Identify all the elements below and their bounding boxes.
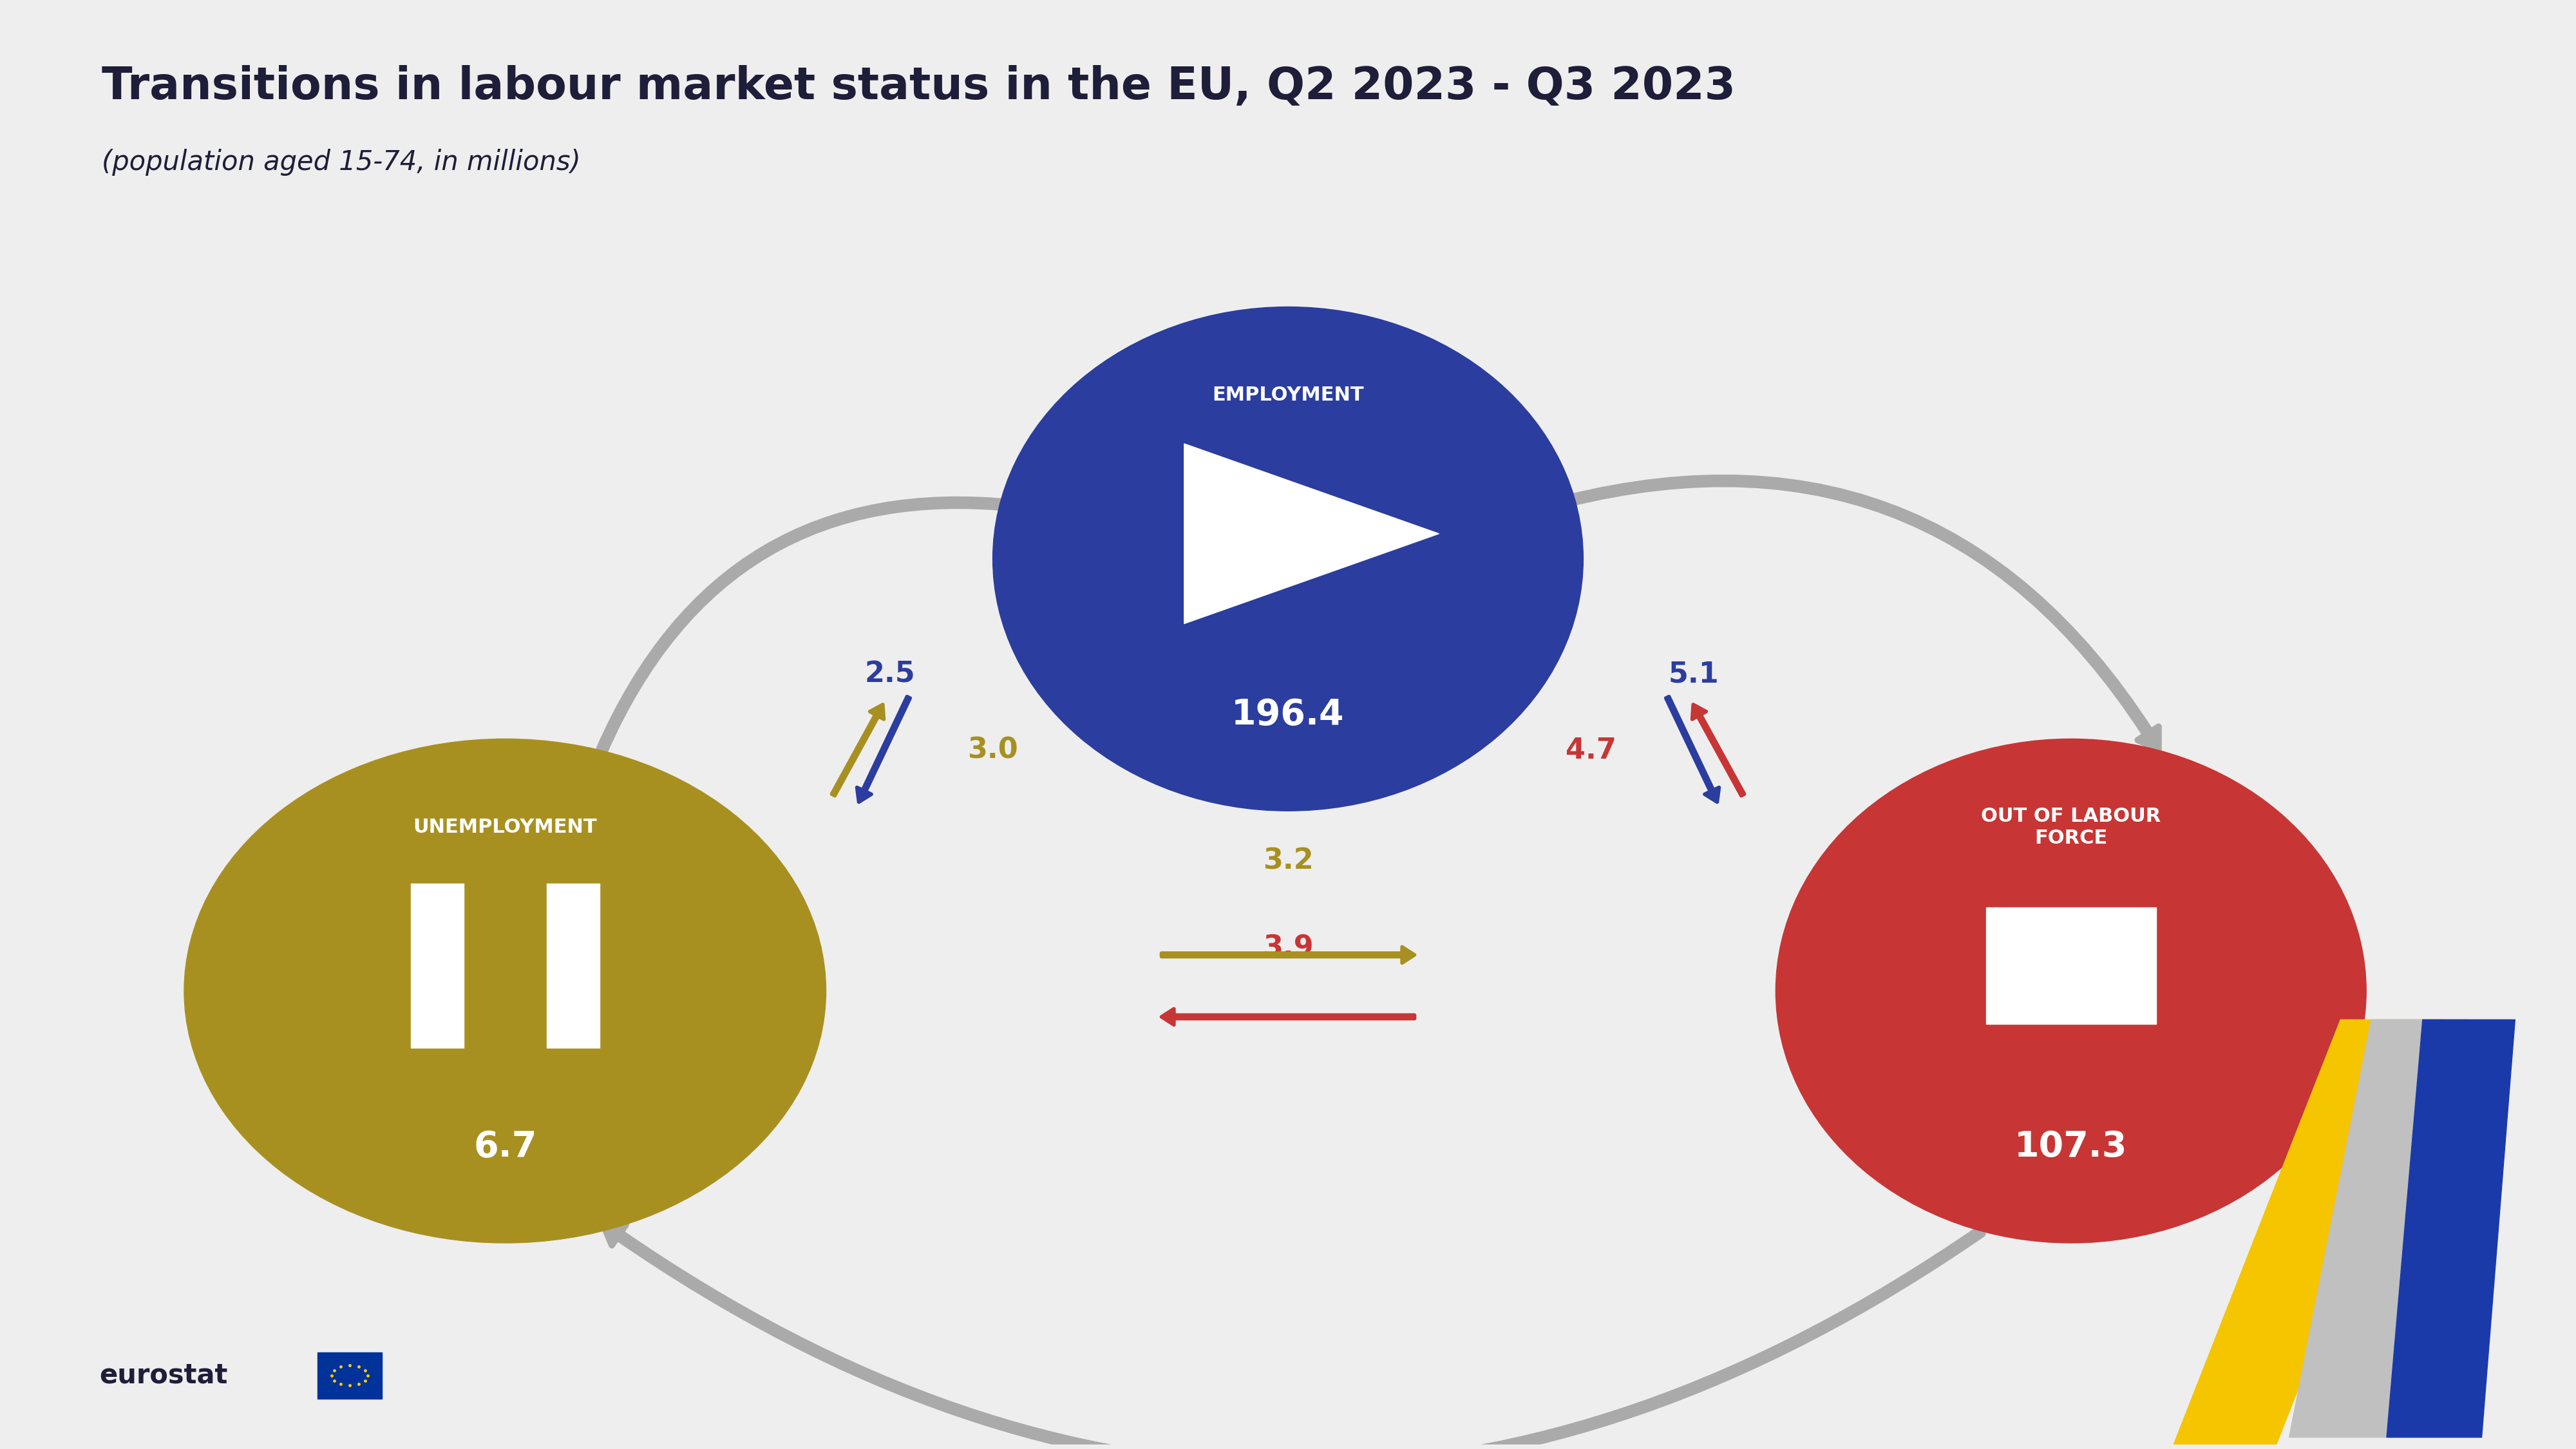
Text: Transitions in labour market status in the EU, Q2 2023 - Q3 2023: Transitions in labour market status in t… — [103, 65, 1736, 109]
Polygon shape — [2388, 1020, 2514, 1437]
Polygon shape — [1185, 443, 1440, 623]
FancyArrowPatch shape — [600, 493, 1036, 751]
FancyArrowPatch shape — [832, 704, 884, 796]
FancyArrowPatch shape — [1162, 1009, 1414, 1024]
FancyArrowPatch shape — [1667, 697, 1718, 803]
Bar — [410, 884, 464, 1048]
Text: UNEMPLOYMENT: UNEMPLOYMENT — [412, 817, 598, 836]
Text: (population aged 15-74, in millions): (population aged 15-74, in millions) — [103, 148, 582, 175]
Bar — [1986, 907, 2156, 1024]
Ellipse shape — [1775, 739, 2367, 1243]
Ellipse shape — [183, 739, 827, 1243]
Text: OUT OF LABOUR
FORCE: OUT OF LABOUR FORCE — [1981, 807, 2161, 848]
Polygon shape — [2174, 1020, 2442, 1445]
FancyArrowPatch shape — [1692, 704, 1744, 796]
Polygon shape — [2290, 1020, 2468, 1437]
Text: 3.9: 3.9 — [1262, 933, 1314, 962]
FancyArrowPatch shape — [603, 1224, 1984, 1449]
Text: 5.1: 5.1 — [1669, 661, 1718, 688]
Bar — [546, 884, 600, 1048]
Text: 2.5: 2.5 — [866, 661, 914, 688]
Text: 3.0: 3.0 — [969, 736, 1018, 764]
Bar — [317, 1352, 381, 1398]
Text: 196.4: 196.4 — [1231, 698, 1345, 733]
FancyArrowPatch shape — [1540, 478, 2159, 751]
Text: eurostat: eurostat — [100, 1362, 227, 1390]
FancyArrowPatch shape — [1162, 946, 1414, 964]
FancyArrowPatch shape — [858, 697, 909, 803]
Text: EMPLOYMENT: EMPLOYMENT — [1213, 385, 1363, 404]
Text: 107.3: 107.3 — [2014, 1130, 2128, 1165]
Ellipse shape — [992, 307, 1584, 811]
Text: 4.7: 4.7 — [1566, 736, 1615, 764]
Text: 6.7: 6.7 — [474, 1130, 536, 1165]
Text: 3.2: 3.2 — [1262, 848, 1314, 875]
